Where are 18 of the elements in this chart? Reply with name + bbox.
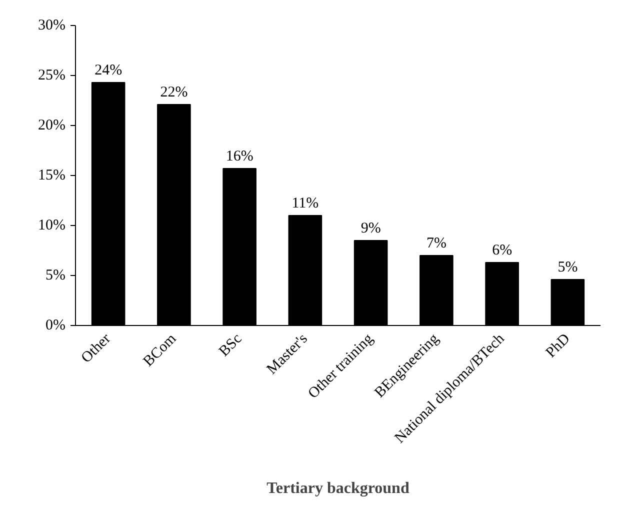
data-label: 24% bbox=[94, 62, 122, 78]
data-label: 16% bbox=[226, 148, 254, 164]
y-tick-label: 20% bbox=[38, 118, 66, 134]
y-tick-label: 25% bbox=[38, 68, 66, 84]
data-label: 5% bbox=[558, 260, 578, 276]
x-axis-title: Tertiary background bbox=[266, 480, 410, 498]
data-label: 9% bbox=[360, 220, 381, 236]
data-label: 11% bbox=[292, 196, 319, 212]
data-label: 7% bbox=[426, 236, 446, 252]
data-label: 6% bbox=[492, 242, 512, 258]
x-tick-label: PhD bbox=[543, 330, 574, 362]
y-tick-label: 10% bbox=[38, 218, 66, 234]
data-label: 22% bbox=[160, 84, 188, 100]
x-tick-label: BSc bbox=[216, 330, 246, 360]
y-tick-label: 30% bbox=[38, 18, 66, 34]
y-tick-label: 0% bbox=[46, 318, 66, 334]
y-tick-label: 15% bbox=[38, 168, 66, 184]
y-tick-label: 5% bbox=[46, 268, 66, 284]
